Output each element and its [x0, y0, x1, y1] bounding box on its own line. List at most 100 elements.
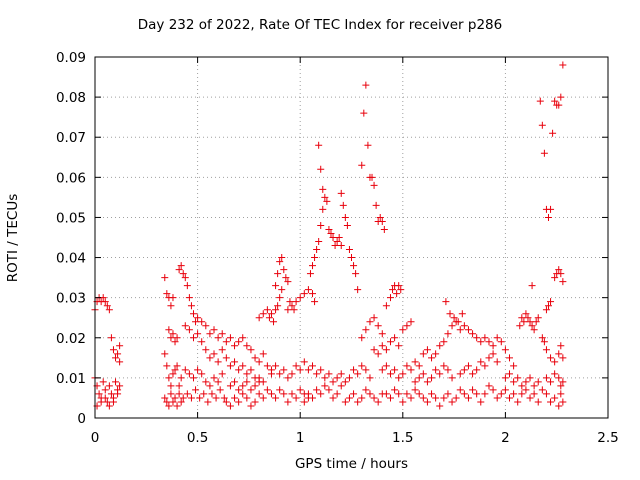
data-point: [187, 394, 195, 402]
data-point: [358, 394, 366, 402]
data-point: [555, 402, 563, 410]
data-point: [192, 318, 200, 326]
data-point: [341, 378, 349, 386]
x-tick-label: 2: [501, 430, 510, 446]
data-point: [555, 266, 563, 274]
data-point: [370, 181, 378, 189]
data-point: [306, 270, 314, 278]
data-point: [530, 326, 538, 334]
data-point: [251, 398, 259, 406]
data-point: [167, 382, 175, 390]
data-point: [559, 398, 567, 406]
data-point: [544, 302, 552, 310]
data-point: [362, 386, 370, 394]
y-tick-label: 0.09: [56, 50, 86, 66]
data-point: [169, 398, 177, 406]
data-point: [167, 302, 175, 310]
chart-title: Day 232 of 2022, Rate Of TEC Index for r…: [137, 17, 503, 33]
data-point: [309, 262, 317, 270]
data-point: [220, 394, 228, 402]
data-point: [181, 274, 189, 282]
data-points: [91, 61, 567, 410]
data-point: [161, 350, 169, 358]
data-point: [311, 254, 319, 262]
data-point: [485, 338, 493, 346]
data-point: [185, 294, 193, 302]
data-point: [372, 201, 380, 209]
data-point: [534, 314, 542, 322]
data-point: [407, 394, 415, 402]
data-point: [448, 398, 456, 406]
data-point: [542, 390, 550, 398]
data-point: [114, 390, 122, 398]
data-point: [189, 310, 197, 318]
data-point: [317, 366, 325, 374]
data-point: [419, 394, 427, 402]
data-point: [493, 334, 501, 342]
data-point: [374, 350, 382, 358]
data-point: [206, 330, 214, 338]
data-point: [477, 338, 485, 346]
data-point: [382, 362, 390, 370]
data-point: [325, 225, 333, 233]
data-point: [536, 97, 544, 105]
data-point: [341, 398, 349, 406]
data-point: [518, 390, 526, 398]
data-point: [274, 302, 282, 310]
data-point: [358, 334, 366, 342]
data-point: [440, 362, 448, 370]
data-point: [194, 330, 202, 338]
data-point: [218, 330, 226, 338]
data-point: [489, 386, 497, 394]
data-point: [374, 398, 382, 406]
data-point: [192, 386, 200, 394]
data-point: [380, 225, 388, 233]
data-point: [185, 326, 193, 334]
data-point: [202, 378, 210, 386]
data-point: [518, 382, 526, 390]
data-point: [196, 394, 204, 402]
data-point: [506, 354, 514, 362]
data-point: [547, 398, 555, 406]
data-point: [175, 266, 183, 274]
data-point: [559, 278, 567, 286]
data-point: [559, 354, 567, 362]
data-point: [243, 394, 251, 402]
data-point: [501, 346, 509, 354]
data-point: [343, 221, 351, 229]
data-point: [189, 334, 197, 342]
data-point: [282, 274, 290, 282]
data-point: [407, 318, 415, 326]
data-point: [175, 390, 183, 398]
data-point: [362, 366, 370, 374]
data-point: [288, 390, 296, 398]
data-point: [163, 290, 171, 298]
data-point: [436, 342, 444, 350]
data-point: [97, 398, 105, 406]
data-point: [116, 342, 124, 350]
data-point: [444, 390, 452, 398]
data-point: [317, 165, 325, 173]
data-point: [214, 358, 222, 366]
data-point: [411, 378, 419, 386]
data-point: [337, 242, 345, 250]
data-point: [105, 382, 113, 390]
data-point: [493, 358, 501, 366]
data-point: [481, 390, 489, 398]
data-point: [514, 374, 522, 382]
data-point: [239, 390, 247, 398]
data-point: [290, 306, 298, 314]
data-point: [161, 274, 169, 282]
data-point: [116, 382, 124, 390]
data-point: [212, 394, 220, 402]
data-point: [456, 370, 464, 378]
data-point: [477, 398, 485, 406]
data-point: [292, 298, 300, 306]
data-point: [231, 342, 239, 350]
data-point: [286, 298, 294, 306]
data-point: [181, 322, 189, 330]
data-point: [350, 262, 358, 270]
data-point: [452, 394, 460, 402]
data-point: [497, 338, 505, 346]
